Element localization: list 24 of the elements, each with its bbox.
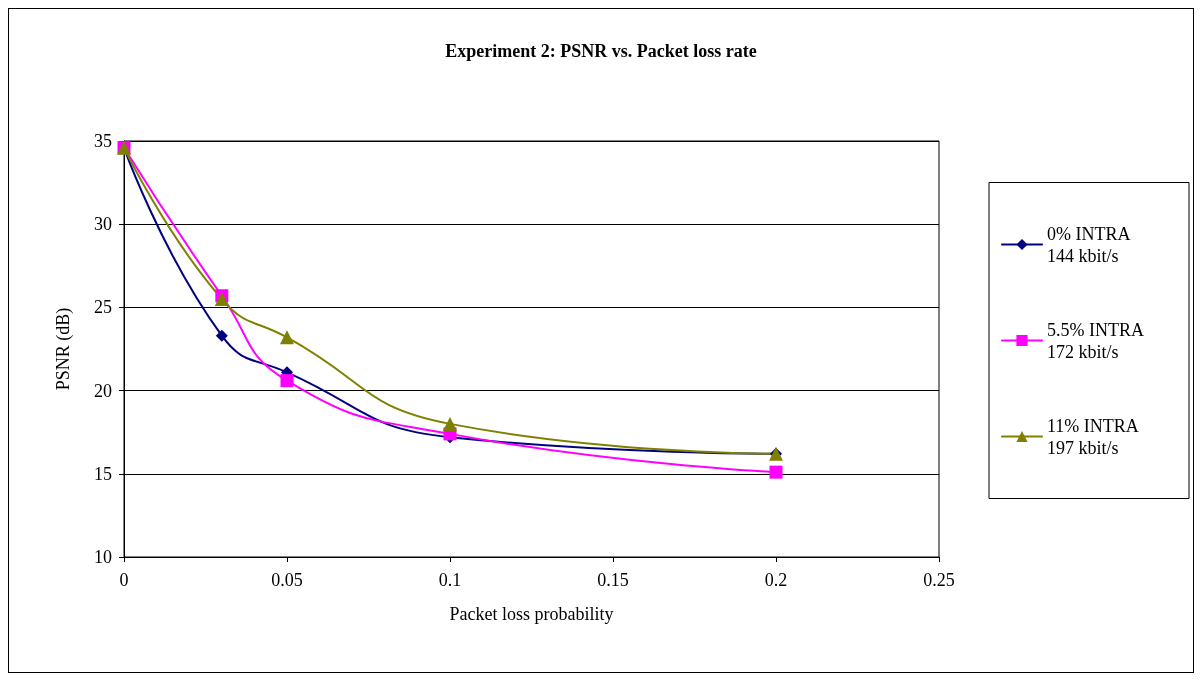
y-tick-label: 25 [94, 297, 112, 318]
point [443, 416, 457, 431]
legend-label: 0% INTRA 144 kbit/s [1047, 223, 1134, 266]
legend-label: 5.5% INTRA 172 kbit/s [1047, 319, 1148, 362]
point [215, 329, 228, 342]
y-axis-title: PSNR (dB) [53, 307, 74, 391]
y-tick-label: 30 [94, 214, 112, 235]
point [280, 374, 294, 388]
point [769, 465, 783, 479]
y-tick-label: 35 [94, 131, 112, 151]
x-tick-label: 0.15 [597, 570, 629, 590]
legend-label: 11% INTRA 197 kbit/s [1047, 415, 1143, 458]
x-tick-label: 0.2 [764, 570, 788, 590]
chart-title: Experiment 2: PSNR vs. Packet loss rate [445, 41, 757, 61]
x-axis-title: Packet loss probability [449, 604, 614, 624]
point [280, 330, 294, 345]
x-tick-label: 0.05 [271, 570, 303, 590]
x-tick-label: 0.1 [438, 570, 462, 590]
x-tick-label: 0.25 [923, 570, 955, 590]
x-tick-label: 0 [119, 570, 129, 590]
y-tick-label: 15 [94, 463, 112, 484]
y-tick-label: 20 [94, 380, 112, 401]
point [214, 292, 229, 307]
y-tick-label: 10 [94, 547, 112, 567]
